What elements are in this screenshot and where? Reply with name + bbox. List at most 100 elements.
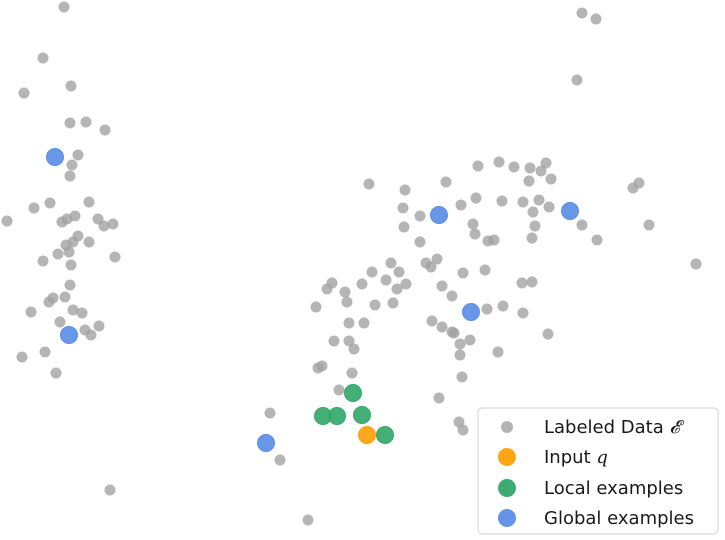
labeled-data-point [380,274,392,286]
labeled-data-point [440,176,452,188]
labeled-data-point [425,261,437,273]
labeled-data-point [93,320,105,332]
labeled-data-point [104,484,116,496]
labeled-data-point [52,248,64,260]
labeled-data-point [431,253,443,265]
labeled-data-point [274,454,286,466]
labeled-data-point [492,346,504,358]
labeled-data-point [385,257,397,269]
labeled-data-point [633,177,645,189]
labeled-data-point [316,360,328,372]
labeled-data-point [65,259,77,271]
labeled-data-point [397,202,409,214]
legend: Labeled Data 𝓔 Input q Local examples Gl… [477,407,719,535]
legend-label-labeled-data: Labeled Data 𝓔 [544,417,684,438]
labeled-data-point [535,165,547,177]
labeled-data-point [321,283,333,295]
labeled-data-point [391,283,403,295]
labeled-data-point [576,219,588,231]
labeled-data-point [28,202,40,214]
labeled-data-point [516,277,528,289]
labeled-data-point [50,367,62,379]
labeled-data-point [310,301,322,313]
labeled-data-point [328,335,340,347]
labeled-data-point [56,216,68,228]
labeled-data-point [426,315,438,327]
labeled-data-point [59,291,71,303]
labeled-data-point [529,220,541,232]
labeled-data-point [400,278,412,290]
labeled-data-point [542,328,554,340]
labeled-data-point [540,157,552,169]
labeled-data-point [58,1,70,13]
labeled-data-point [54,316,66,328]
labeled-data-point [517,196,529,208]
labeled-data-point [524,162,536,174]
labeled-data-point [65,80,77,92]
labeled-data-point [66,159,78,171]
labeled-data-point [264,407,276,419]
labeled-data-point [366,266,378,278]
labeled-data-point [454,349,466,361]
labeled-data-point [358,317,370,329]
labeled-data-point [64,170,76,182]
labeled-data-point [339,286,351,298]
labeled-data-point [457,267,469,279]
labeled-data-point [1,215,13,227]
legend-marker-global [498,509,516,527]
labeled-data-point [454,338,466,350]
labeled-data-point [341,296,353,308]
labeled-data-point [64,279,76,291]
labeled-data-point [109,251,121,263]
labeled-data-point [80,116,92,128]
labeled-data-point [25,306,37,318]
legend-marker-labeled-data [501,421,513,433]
legend-label-global: Global examples [544,508,694,529]
legend-label-input: Input q [544,447,608,468]
global-example-point [430,206,448,224]
labeled-data-point [64,117,76,129]
labeled-data-point [446,326,458,338]
global-example-point [257,434,275,452]
legend-marker-input [498,448,516,466]
labeled-data-point [508,161,520,173]
labeled-data-point [436,321,448,333]
labeled-data-point [67,304,79,316]
labeled-data-point [469,228,481,240]
labeled-data-point [496,195,508,207]
labeled-data-point [479,264,491,276]
labeled-data-point [346,367,358,379]
labeled-data-point [456,371,468,383]
local-example-point [328,407,346,425]
legend-label-local: Local examples [544,478,683,499]
global-example-point [46,148,64,166]
labeled-data-point [470,192,482,204]
legend-marker-local [498,479,516,497]
labeled-data-point [455,199,467,211]
global-example-point [561,202,579,220]
labeled-data-point [526,232,538,244]
input-point [358,426,376,444]
labeled-data-point [99,124,111,136]
labeled-data-point [16,351,28,363]
labeled-data-point [363,178,375,190]
labeled-data-point [414,236,426,248]
labeled-data-point [399,184,411,196]
labeled-data-point [643,219,655,231]
labeled-data-point [464,334,476,346]
labeled-data-point [482,235,494,247]
labeled-data-point [543,201,555,213]
labeled-data-point [333,384,345,396]
labeled-data-point [369,299,381,311]
labeled-data-point [590,13,602,25]
labeled-data-point [446,290,458,302]
labeled-data-point [467,218,479,230]
labeled-data-point [76,307,88,319]
labeled-data-point [523,175,535,187]
labeled-data-point [527,206,539,218]
labeled-data-point [576,7,588,19]
labeled-data-point [107,218,119,230]
labeled-data-point [343,317,355,329]
global-example-point [60,326,78,344]
